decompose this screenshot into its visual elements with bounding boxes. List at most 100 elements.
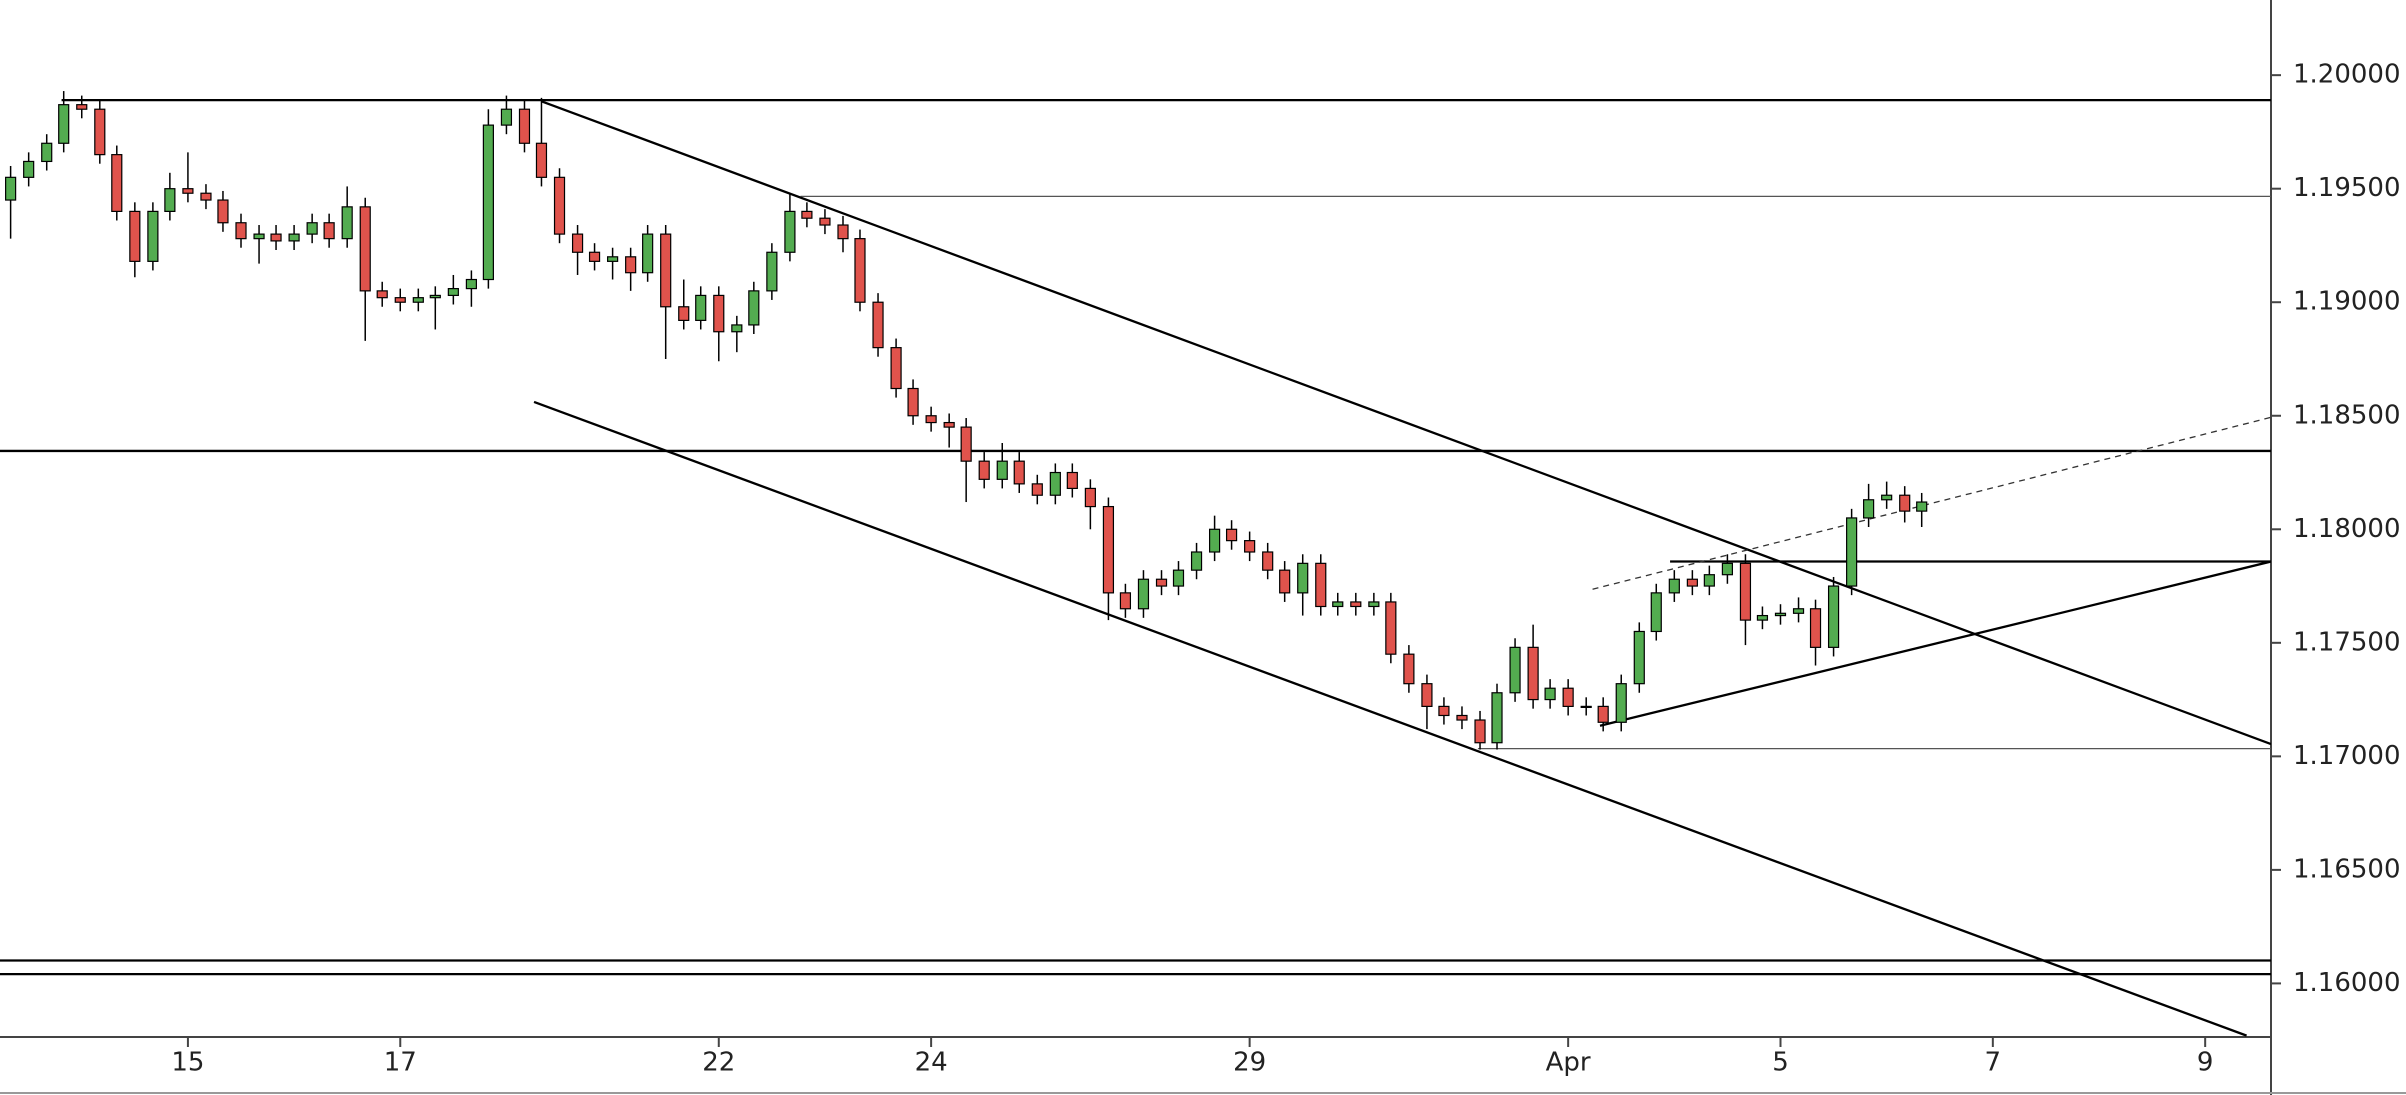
candle-body [1668,578,1680,594]
candle-body [1491,692,1503,744]
candle-body [1597,705,1609,723]
candle-body [535,142,548,178]
candle-body [1172,569,1185,587]
candle-body [270,233,282,242]
candle-body [1562,687,1574,707]
x-tick-label: 24 [915,1048,948,1078]
candle-body [1421,683,1433,707]
y-tick-label: 1.19500 [2293,173,2401,203]
candle-body [1721,562,1734,576]
candle-body [1332,601,1344,608]
candle-body [23,160,35,178]
x-tick-label: Apr [1546,1048,1591,1078]
candle-body [1899,494,1911,512]
candle-body [996,460,1008,480]
candle-body [253,233,265,240]
candle-body [1119,592,1132,610]
candle-body [1827,585,1840,648]
candle-body [129,210,141,262]
y-tick-label: 1.19000 [2293,287,2401,317]
candle-body [182,188,194,194]
candle-body [1863,499,1875,519]
candle-body [1102,505,1115,594]
candle-body [1084,487,1096,508]
candle-body [1350,601,1362,608]
candle-body [1544,687,1556,701]
candle-body [482,124,494,281]
candle-body [553,176,566,235]
y-tick-label: 1.20000 [2293,60,2401,90]
candle-body [1774,612,1787,617]
candle-body [1792,608,1805,614]
x-tick-label: 17 [384,1048,417,1078]
candle-body [1580,705,1592,708]
candle-body [607,256,619,262]
candle-body [1403,653,1415,685]
candle-body [1527,646,1539,701]
candle-body [164,188,176,212]
candle-body [288,233,300,242]
candle-body [200,192,212,201]
candle-body [94,108,106,156]
candle-body [359,206,371,292]
candle-body [1315,562,1327,608]
candle-body [571,233,584,253]
candle-body [872,301,884,349]
candle-body [1013,460,1025,485]
candle-body [1279,569,1291,594]
candle-body [1509,646,1521,694]
candle-body [678,306,690,321]
candle-body [854,238,866,303]
candle-body [819,217,831,226]
candle-body [447,287,459,297]
candle-body [943,421,955,428]
candle-body [1297,562,1309,594]
candle-body [642,233,654,274]
candle-body [1703,574,1715,587]
candle-body [1137,578,1150,610]
candle-body [41,142,53,163]
candle-body [1809,608,1822,648]
candle-body [147,210,159,262]
candle-body [1385,601,1397,655]
candle-body [1633,630,1645,685]
candle-body [217,199,229,224]
candle-body [907,387,919,417]
candle-body [429,294,441,299]
trend-line [1592,416,2271,590]
candle-body [306,222,318,235]
candle-body [1456,714,1468,721]
candle-body [784,210,796,253]
candle-body [1155,578,1168,587]
candle-body [695,294,707,321]
candle-body [111,154,123,212]
trend-line [541,100,2271,746]
candle-body [925,415,937,424]
candle-body [1262,551,1274,571]
candle-body [1474,719,1486,744]
candle-body [1225,528,1238,542]
candle-body [323,222,335,240]
candle-body [837,224,849,240]
y-tick-label: 1.16500 [2293,854,2401,884]
candle-body [801,210,813,219]
candle-body [58,104,70,144]
candle-body [341,206,353,240]
plot-area [0,91,2271,1037]
candle-body [625,256,637,274]
y-tick-label: 1.17000 [2293,741,2401,771]
candle-body [766,251,778,292]
candle-body [1031,483,1043,496]
candle-body [76,104,88,110]
candle-body [394,297,406,303]
x-tick-label: 7 [1985,1048,2002,1078]
x-tick-label: 29 [1233,1048,1266,1078]
y-tick-label: 1.16000 [2293,968,2401,998]
candle-body [1916,501,1928,512]
x-tick-label: 9 [2197,1048,2214,1078]
y-tick-label: 1.18500 [2293,400,2401,430]
candle-body [890,347,902,390]
candle-body [1739,562,1752,621]
y-tick-label: 1.17500 [2293,627,2401,657]
